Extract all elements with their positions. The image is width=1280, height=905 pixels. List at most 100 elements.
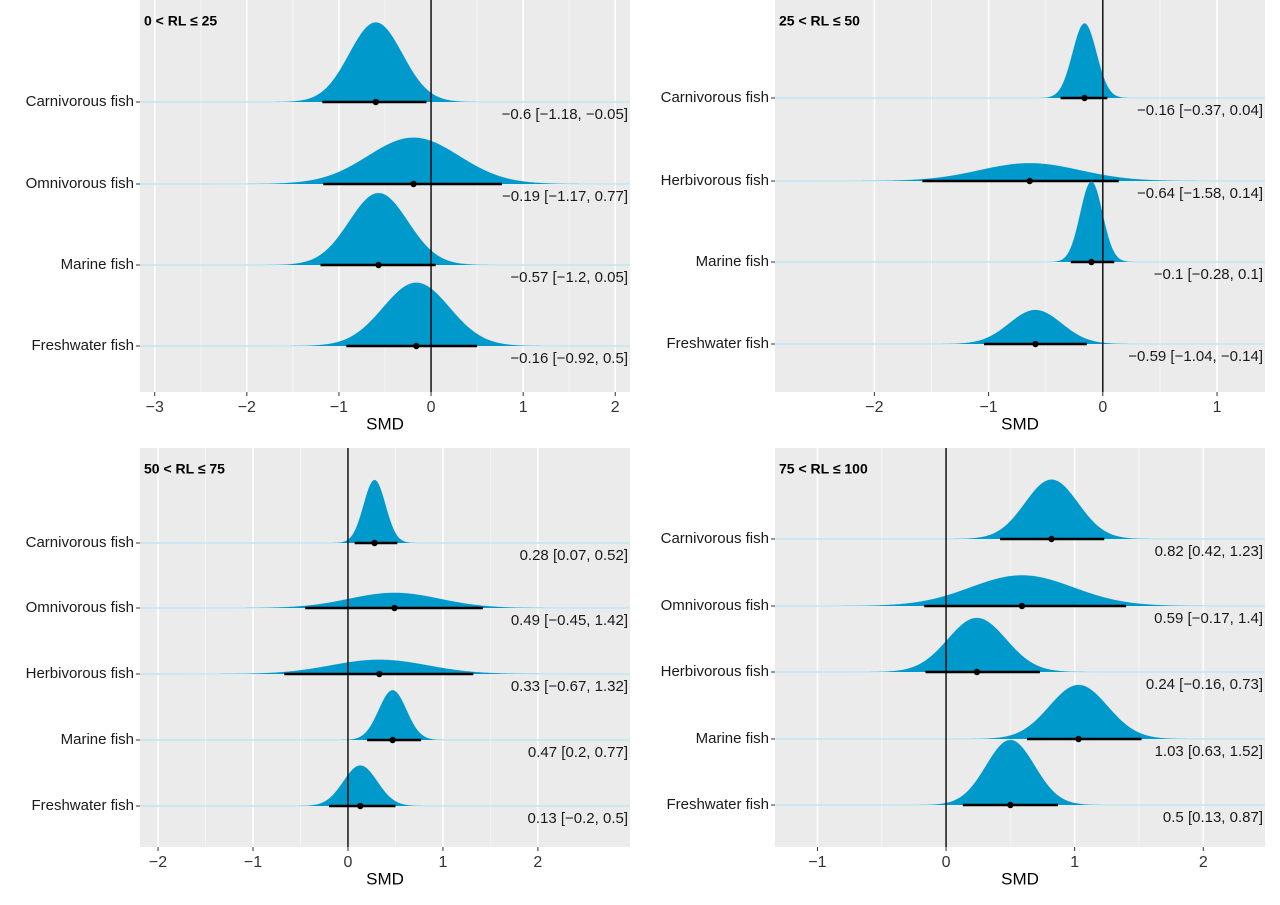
x-tick-label: −2 <box>865 399 883 416</box>
category-label: Herbivorous fish <box>661 172 769 189</box>
x-tick-label: 1 <box>438 854 447 871</box>
value-label: 0.59 [−0.17, 1.4] <box>1154 610 1263 627</box>
point-estimate <box>391 604 398 612</box>
point-estimate <box>1081 94 1088 102</box>
panel-title: 75 < RL ≤ 100 <box>779 461 868 477</box>
category-label: Herbivorous fish <box>26 665 134 682</box>
x-tick-label: −1 <box>244 854 262 871</box>
x-tick-label: 0 <box>1098 399 1107 416</box>
density <box>775 309 1265 345</box>
point-estimate <box>371 539 378 547</box>
panel-title: 0 < RL ≤ 25 <box>144 13 217 29</box>
density <box>775 617 1265 673</box>
point-estimate <box>1007 801 1014 809</box>
point-estimate <box>1026 177 1033 185</box>
value-label: −0.64 [−1.58, 0.14] <box>1137 185 1263 202</box>
category-label: Omnivorous fish <box>661 597 769 614</box>
point-estimate <box>1048 535 1055 543</box>
density <box>775 739 1265 806</box>
x-tick-label: −1 <box>979 399 997 416</box>
value-label: 0.82 [0.42, 1.23] <box>1155 543 1263 560</box>
category-label: Herbivorous fish <box>661 663 769 680</box>
value-label: 0.24 [−0.16, 0.73] <box>1146 676 1263 693</box>
x-axis-title: SMD <box>366 414 404 433</box>
value-label: −0.6 [−1.18, −0.05] <box>502 106 628 123</box>
value-label: −0.19 [−1.17, 0.77] <box>502 188 628 205</box>
category-label: Omnivorous fish <box>26 175 134 192</box>
density <box>775 575 1265 607</box>
x-axis-title: SMD <box>366 869 404 888</box>
x-tick-label: −2 <box>238 399 256 416</box>
category-label: Carnivorous fish <box>26 534 134 551</box>
density <box>140 659 630 675</box>
x-tick-label: 1 <box>1070 854 1079 871</box>
value-label: 0.28 [0.07, 0.52] <box>520 547 628 564</box>
category-label: Freshwater fish <box>666 335 769 352</box>
value-label: 0.49 [−0.45, 1.42] <box>511 612 628 629</box>
point-estimate <box>973 668 981 676</box>
category-label: Carnivorous fish <box>661 89 769 106</box>
density <box>140 22 630 103</box>
x-axis-title: SMD <box>1001 414 1039 433</box>
density <box>775 181 1265 263</box>
point-estimate <box>413 342 420 350</box>
x-tick-label: −1 <box>808 854 826 871</box>
density <box>140 192 630 266</box>
x-tick-label: 2 <box>611 399 620 416</box>
x-tick-label: −2 <box>149 854 167 871</box>
value-label: 0.13 [−0.2, 0.5] <box>528 810 629 827</box>
point-estimate <box>1075 735 1082 743</box>
x-axis-title: SMD <box>1001 869 1039 888</box>
category-label: Marine fish <box>61 731 134 748</box>
density <box>140 282 630 347</box>
category-label: Freshwater fish <box>31 797 134 814</box>
point-estimate <box>1088 258 1095 266</box>
x-tick-label: 0 <box>344 854 353 871</box>
category-label: Carnivorous fish <box>26 93 134 110</box>
density <box>775 479 1265 540</box>
category-label: Marine fish <box>696 253 769 270</box>
point-estimate <box>1018 602 1026 610</box>
panel-title: 25 < RL ≤ 50 <box>779 13 860 29</box>
density <box>140 690 630 741</box>
x-tick-label: 0 <box>427 399 436 416</box>
x-tick-label: 0 <box>942 854 951 871</box>
density <box>140 592 630 609</box>
x-tick-label: 1 <box>519 399 528 416</box>
value-label: 0.47 [0.2, 0.77] <box>528 744 628 761</box>
x-tick-label: 1 <box>1213 399 1222 416</box>
density <box>775 23 1265 99</box>
value-label: −0.16 [−0.37, 0.04] <box>1137 102 1263 119</box>
x-tick-label: −1 <box>330 399 348 416</box>
value-label: 0.33 [−0.67, 1.32] <box>511 678 628 695</box>
x-tick-label: 2 <box>1199 854 1208 871</box>
point-estimate <box>1032 340 1039 348</box>
density <box>140 479 630 544</box>
category-label: Freshwater fish <box>31 337 134 354</box>
point-estimate <box>410 180 417 188</box>
category-label: Marine fish <box>61 256 134 273</box>
value-label: 1.03 [0.63, 1.52] <box>1155 743 1263 760</box>
value-label: −0.57 [−1.2, 0.05] <box>510 269 628 286</box>
category-label: Carnivorous fish <box>661 530 769 547</box>
value-label: 0.5 [0.13, 0.87] <box>1163 809 1263 826</box>
point-estimate <box>375 261 382 269</box>
density <box>140 765 630 807</box>
x-tick-label: −3 <box>146 399 164 416</box>
point-estimate <box>389 736 396 744</box>
category-label: Omnivorous fish <box>26 599 134 616</box>
x-tick-label: 2 <box>533 854 542 871</box>
density <box>775 162 1265 182</box>
value-label: −0.16 [−0.92, 0.5] <box>510 350 628 367</box>
point-estimate <box>372 98 379 106</box>
category-label: Freshwater fish <box>666 796 769 813</box>
value-label: −0.59 [−1.04, −0.14] <box>1128 348 1263 365</box>
category-label: Marine fish <box>696 730 769 747</box>
point-estimate <box>357 802 364 810</box>
panel-title: 50 < RL ≤ 75 <box>144 461 225 477</box>
value-label: −0.1 [−0.28, 0.1] <box>1154 266 1263 283</box>
point-estimate <box>376 670 383 678</box>
density <box>775 684 1265 740</box>
